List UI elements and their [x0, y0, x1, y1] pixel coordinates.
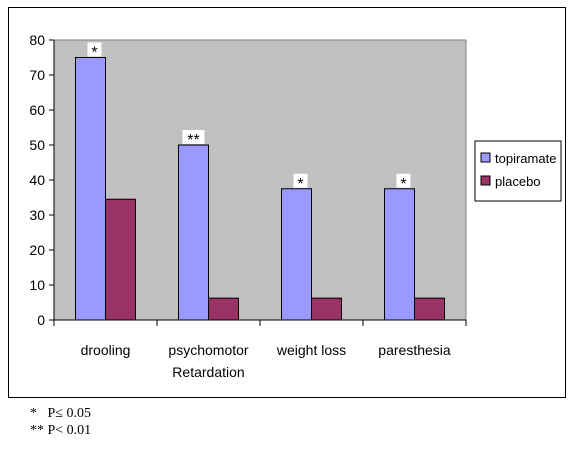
- bar-placebo: [208, 297, 239, 321]
- y-tick-label: 70: [29, 67, 45, 83]
- x-category-label: Retardation: [172, 364, 244, 380]
- x-category-label: psychomotor: [168, 342, 248, 358]
- significance-annotation: *: [297, 176, 303, 193]
- y-tick-label: 30: [29, 207, 45, 223]
- x-category-label: paresthesia: [378, 342, 451, 358]
- bar-topiramate: [178, 144, 209, 321]
- annotation-box: [87, 42, 102, 57]
- y-tick-label: 60: [29, 102, 45, 118]
- footnotes: * P≤ 0.05 ** P< 0.01: [30, 405, 91, 439]
- significance-annotation: *: [91, 45, 97, 62]
- legend-label-topiramate: topiramate: [495, 151, 556, 166]
- x-category-label: drooling: [81, 342, 131, 358]
- legend-swatch-placebo: [480, 175, 491, 186]
- chart: 01020304050607080*drooling**psychomotorR…: [29, 32, 562, 380]
- bar-placebo: [414, 297, 445, 321]
- annotation-box: [182, 130, 205, 144]
- legend-box: [474, 140, 562, 202]
- y-tick-label: 0: [37, 312, 45, 328]
- legend-label-placebo: placebo: [495, 174, 541, 189]
- bar-placebo: [311, 297, 342, 321]
- y-tick-label: 20: [29, 242, 45, 258]
- x-category-label: weight loss: [276, 342, 346, 358]
- bar-topiramate: [384, 188, 415, 321]
- bar-topiramate: [75, 57, 106, 321]
- bar-topiramate: [281, 188, 312, 321]
- y-tick-label: 40: [29, 172, 45, 188]
- footnote-p001: ** P< 0.01: [30, 423, 92, 438]
- legend-swatch-topiramate: [480, 152, 491, 163]
- bar-placebo: [105, 198, 136, 321]
- y-tick-label: 80: [29, 32, 45, 48]
- significance-annotation: *: [400, 176, 406, 193]
- significance-annotation: **: [187, 132, 199, 149]
- annotation-box: [396, 173, 411, 188]
- y-tick-label: 10: [29, 277, 45, 293]
- footnote-p005: * P≤ 0.05: [30, 406, 91, 421]
- y-tick-label: 50: [29, 137, 45, 153]
- annotation-box: [293, 173, 308, 188]
